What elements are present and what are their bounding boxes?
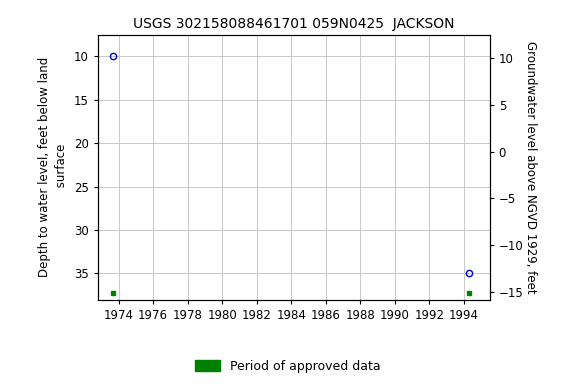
- Y-axis label: Depth to water level, feet below land
 surface: Depth to water level, feet below land su…: [39, 57, 69, 277]
- Legend: Period of approved data: Period of approved data: [190, 355, 386, 378]
- Title: USGS 302158088461701 059N0425  JACKSON: USGS 302158088461701 059N0425 JACKSON: [133, 17, 454, 31]
- Y-axis label: Groundwater level above NGVD 1929, feet: Groundwater level above NGVD 1929, feet: [524, 41, 537, 293]
